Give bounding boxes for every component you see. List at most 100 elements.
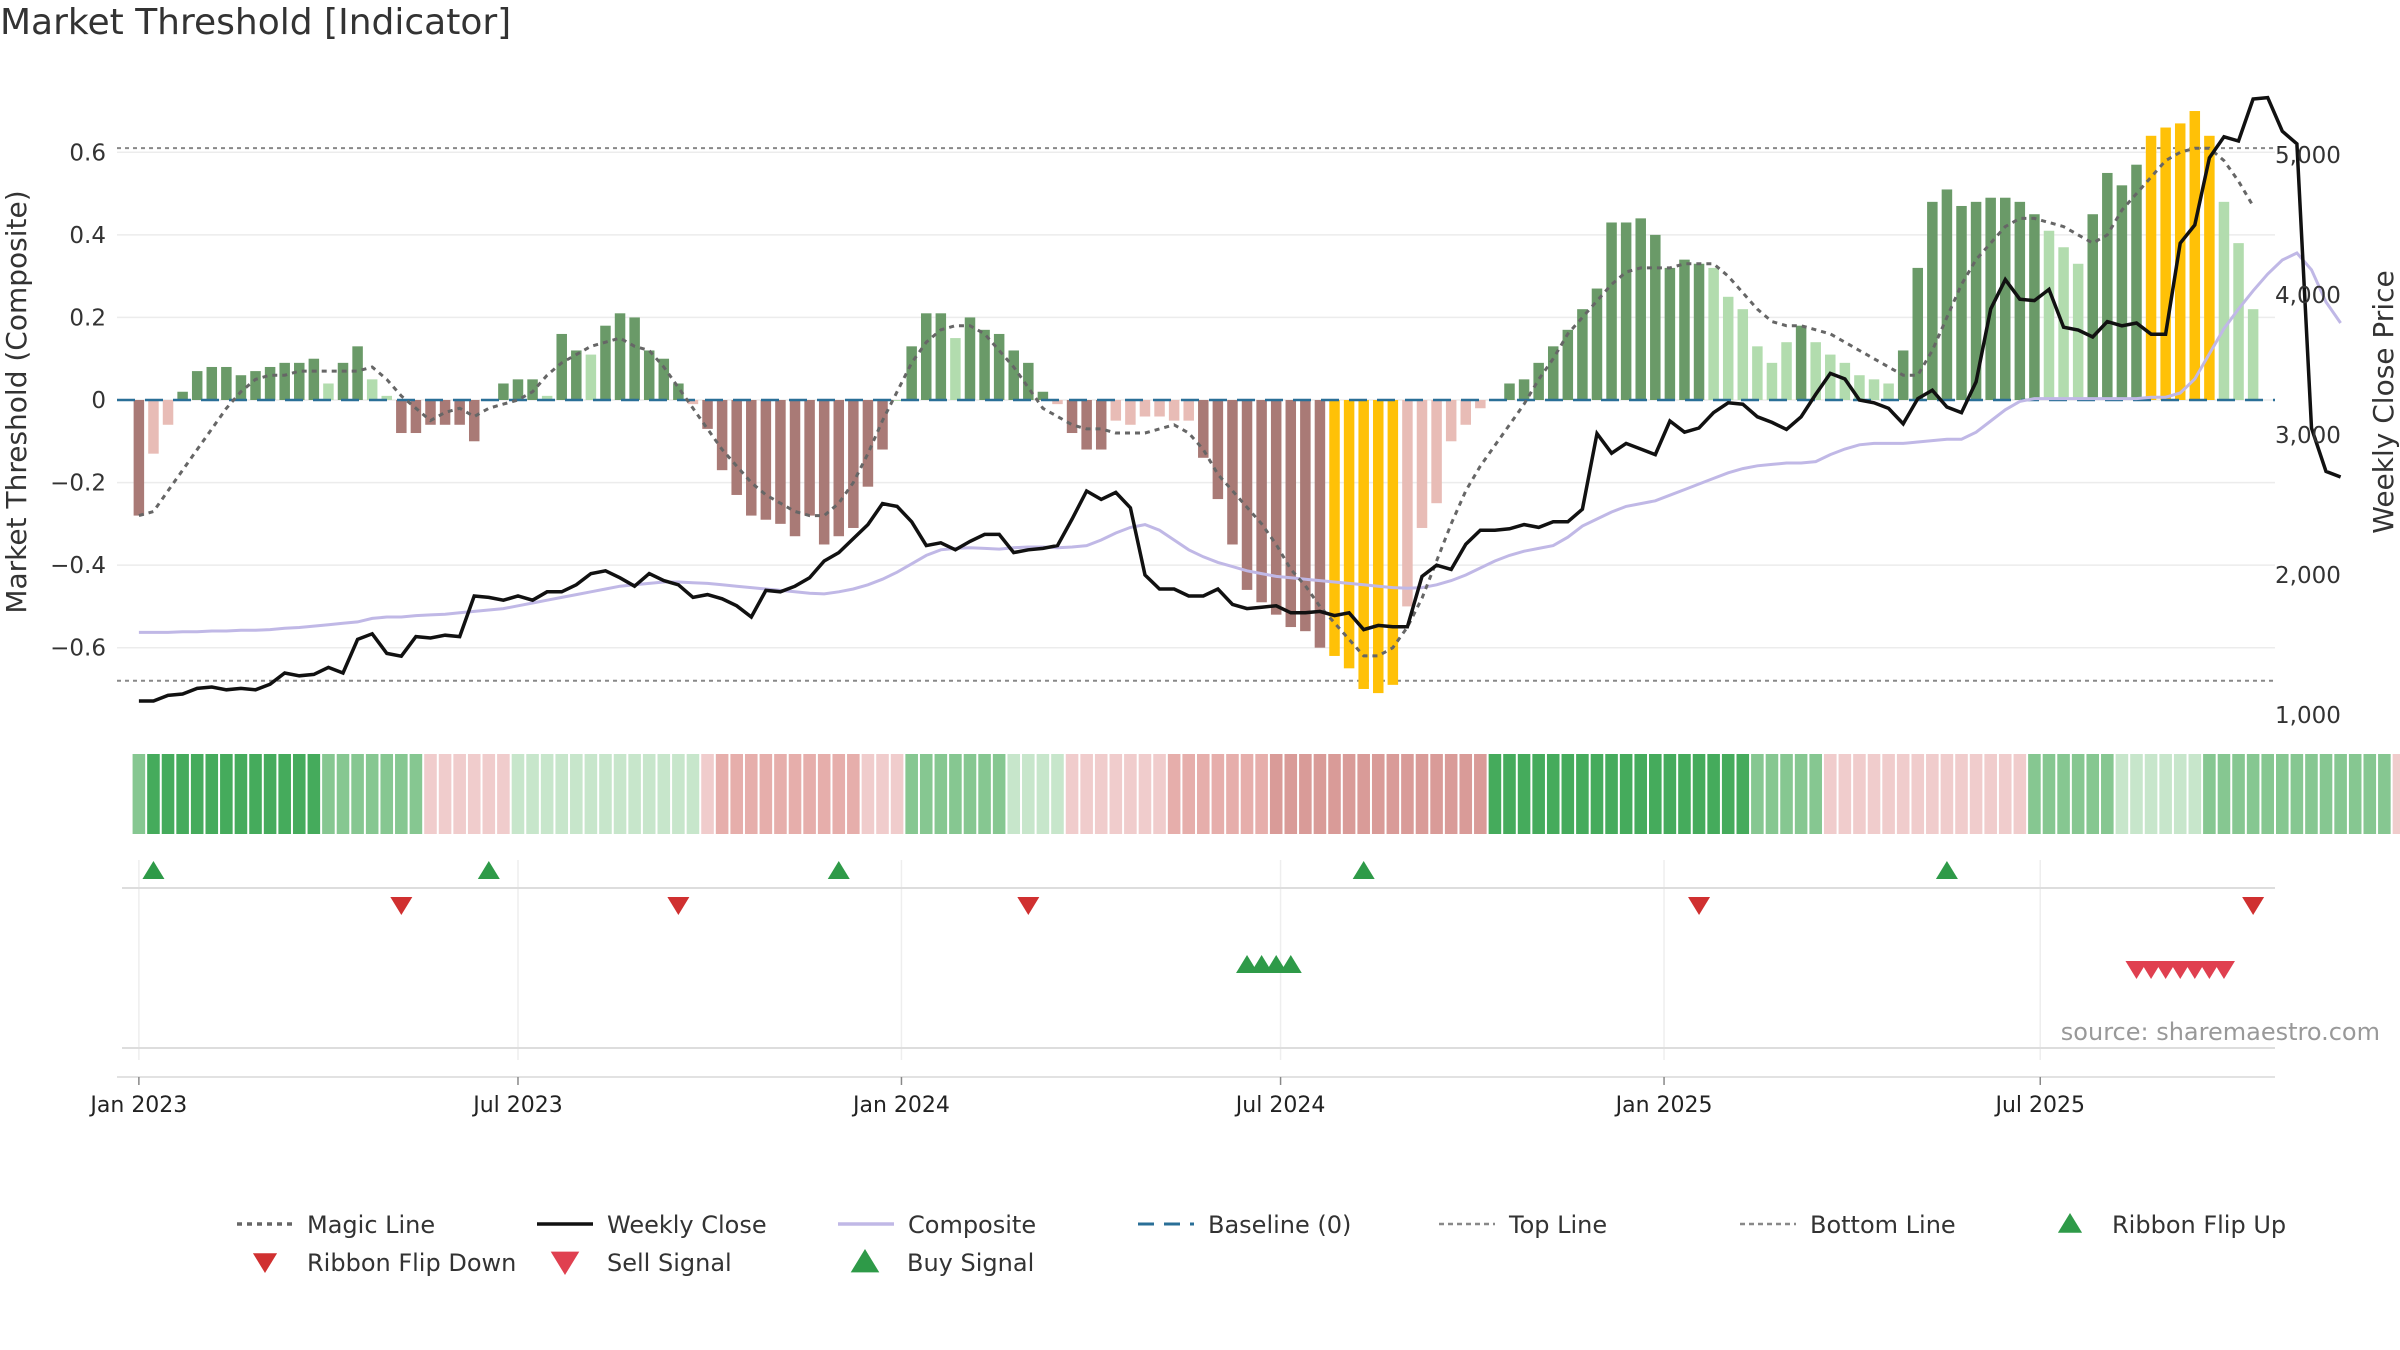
legend-composite-label: Composite xyxy=(908,1211,1036,1239)
sell-signal-marker xyxy=(2169,961,2192,979)
composite-bar xyxy=(2204,135,2215,401)
legend-top-label: Top Line xyxy=(1508,1211,1607,1239)
composite-bar xyxy=(337,362,349,400)
ribbon-cell xyxy=(511,754,525,834)
legend-sell-label: Sell Signal xyxy=(607,1249,732,1277)
ribbon-cell xyxy=(1401,754,1414,834)
ribbon-cell xyxy=(2101,754,2114,834)
ribbon-cell xyxy=(1051,754,1064,834)
ribbon-cell xyxy=(1634,754,1648,834)
ribbon-cell xyxy=(1561,754,1575,834)
y-tick-left: −0.4 xyxy=(50,553,106,579)
y-tick-right: 2,000 xyxy=(2275,563,2341,589)
ribbon-flip-down-marker xyxy=(667,897,690,915)
ribbon-cell xyxy=(482,754,496,834)
ribbon-cell xyxy=(190,754,204,834)
ribbon-cell xyxy=(424,754,437,834)
composite-bar xyxy=(585,354,597,400)
ribbon-cell xyxy=(1284,754,1298,834)
composite-bar xyxy=(1504,383,1515,400)
composite-bar xyxy=(2102,172,2113,400)
composite-bar xyxy=(1606,222,1617,400)
magic-line xyxy=(138,146,2255,658)
composite-bar xyxy=(1518,379,1530,400)
composite-bar xyxy=(658,358,670,400)
ribbon-cell xyxy=(1371,754,1385,834)
composite-bar xyxy=(1912,267,1924,400)
ribbon-cell xyxy=(1721,754,1735,834)
ribbon-cell xyxy=(263,754,277,834)
ribbon-cell xyxy=(1109,754,1123,834)
ribbon-flip-down-marker xyxy=(1017,897,1040,915)
composite-bar xyxy=(1620,222,1632,400)
composite-bar xyxy=(1343,400,1355,669)
ribbon-cell xyxy=(2057,754,2070,834)
weekly-close-line xyxy=(138,95,2342,703)
ribbon-cell xyxy=(1022,754,1035,834)
ribbon-cell xyxy=(1692,754,1706,834)
ribbon-cell xyxy=(1415,754,1429,834)
ribbon-cell xyxy=(2392,754,2400,834)
ribbon-cell xyxy=(132,754,146,834)
composite-bar xyxy=(950,338,961,400)
ribbon-cell xyxy=(919,754,933,834)
chart-title: Market Threshold [Indicator] xyxy=(0,2,512,43)
composite-bar xyxy=(1373,400,1384,694)
ribbon-cell xyxy=(1605,754,1618,834)
ribbon-cell xyxy=(2319,754,2333,834)
sell-signal-marker xyxy=(2183,961,2206,979)
composite-bar xyxy=(1664,267,1676,400)
composite-bar xyxy=(1402,400,1413,607)
y-tick-left: 0 xyxy=(91,388,106,414)
composite-bar xyxy=(1795,325,1807,400)
ribbon-cell xyxy=(220,754,233,834)
composite-bar xyxy=(687,400,699,405)
composite-bar xyxy=(1883,383,1894,400)
ribbon-cell xyxy=(584,754,598,834)
ribbon-cell xyxy=(1576,754,1589,834)
composite-bar xyxy=(964,317,976,400)
composite-bar xyxy=(1781,342,1792,400)
composite-bar xyxy=(177,391,188,400)
composite-bar xyxy=(1985,197,1996,400)
ribbon-cell xyxy=(1707,754,1720,834)
composite-bar xyxy=(891,400,903,401)
composite-bar xyxy=(396,400,407,434)
y-axis-label-left: Market Threshold (Composite) xyxy=(0,190,33,613)
ribbon-cell xyxy=(1736,754,1750,834)
legend-magic-label: Magic Line xyxy=(307,1211,435,1239)
ribbon-cell xyxy=(642,754,656,834)
ribbon-cell xyxy=(1882,754,1895,834)
composite-bar xyxy=(979,329,990,400)
composite-bar xyxy=(1679,259,1690,400)
ribbon-cell xyxy=(832,754,846,834)
composite-bar xyxy=(308,358,320,400)
composite-bar xyxy=(862,400,874,487)
ribbon-cell xyxy=(1459,754,1473,834)
ribbon-cell xyxy=(147,754,160,834)
composite-bar xyxy=(746,400,757,516)
y-tick-left: −0.6 xyxy=(50,636,106,662)
composite-bar xyxy=(1635,218,1646,400)
ribbon-cell xyxy=(1007,754,1021,834)
ribbon-cell xyxy=(176,754,189,834)
composite-bar xyxy=(1270,400,1282,615)
composite-bar xyxy=(993,333,1005,400)
ribbon-cell xyxy=(599,754,612,834)
ribbon-cell xyxy=(1094,754,1108,834)
ribbon-cell xyxy=(1138,754,1152,834)
ribbon-cell xyxy=(438,754,452,834)
ribbon-cell xyxy=(847,754,860,834)
composite-line xyxy=(138,251,2342,634)
ribbon-cell xyxy=(1896,754,1910,834)
ribbon-cell xyxy=(2086,754,2100,834)
series-lines xyxy=(117,95,2342,703)
composite-bar xyxy=(643,350,655,400)
composite-bar xyxy=(1168,400,1180,421)
ribbon-cell xyxy=(1080,754,1093,834)
ribbon-cell xyxy=(803,754,816,834)
x-tick-label: Jul 2024 xyxy=(1234,1093,1326,1118)
ribbon-cell xyxy=(1546,754,1560,834)
composite-bar xyxy=(833,400,845,537)
